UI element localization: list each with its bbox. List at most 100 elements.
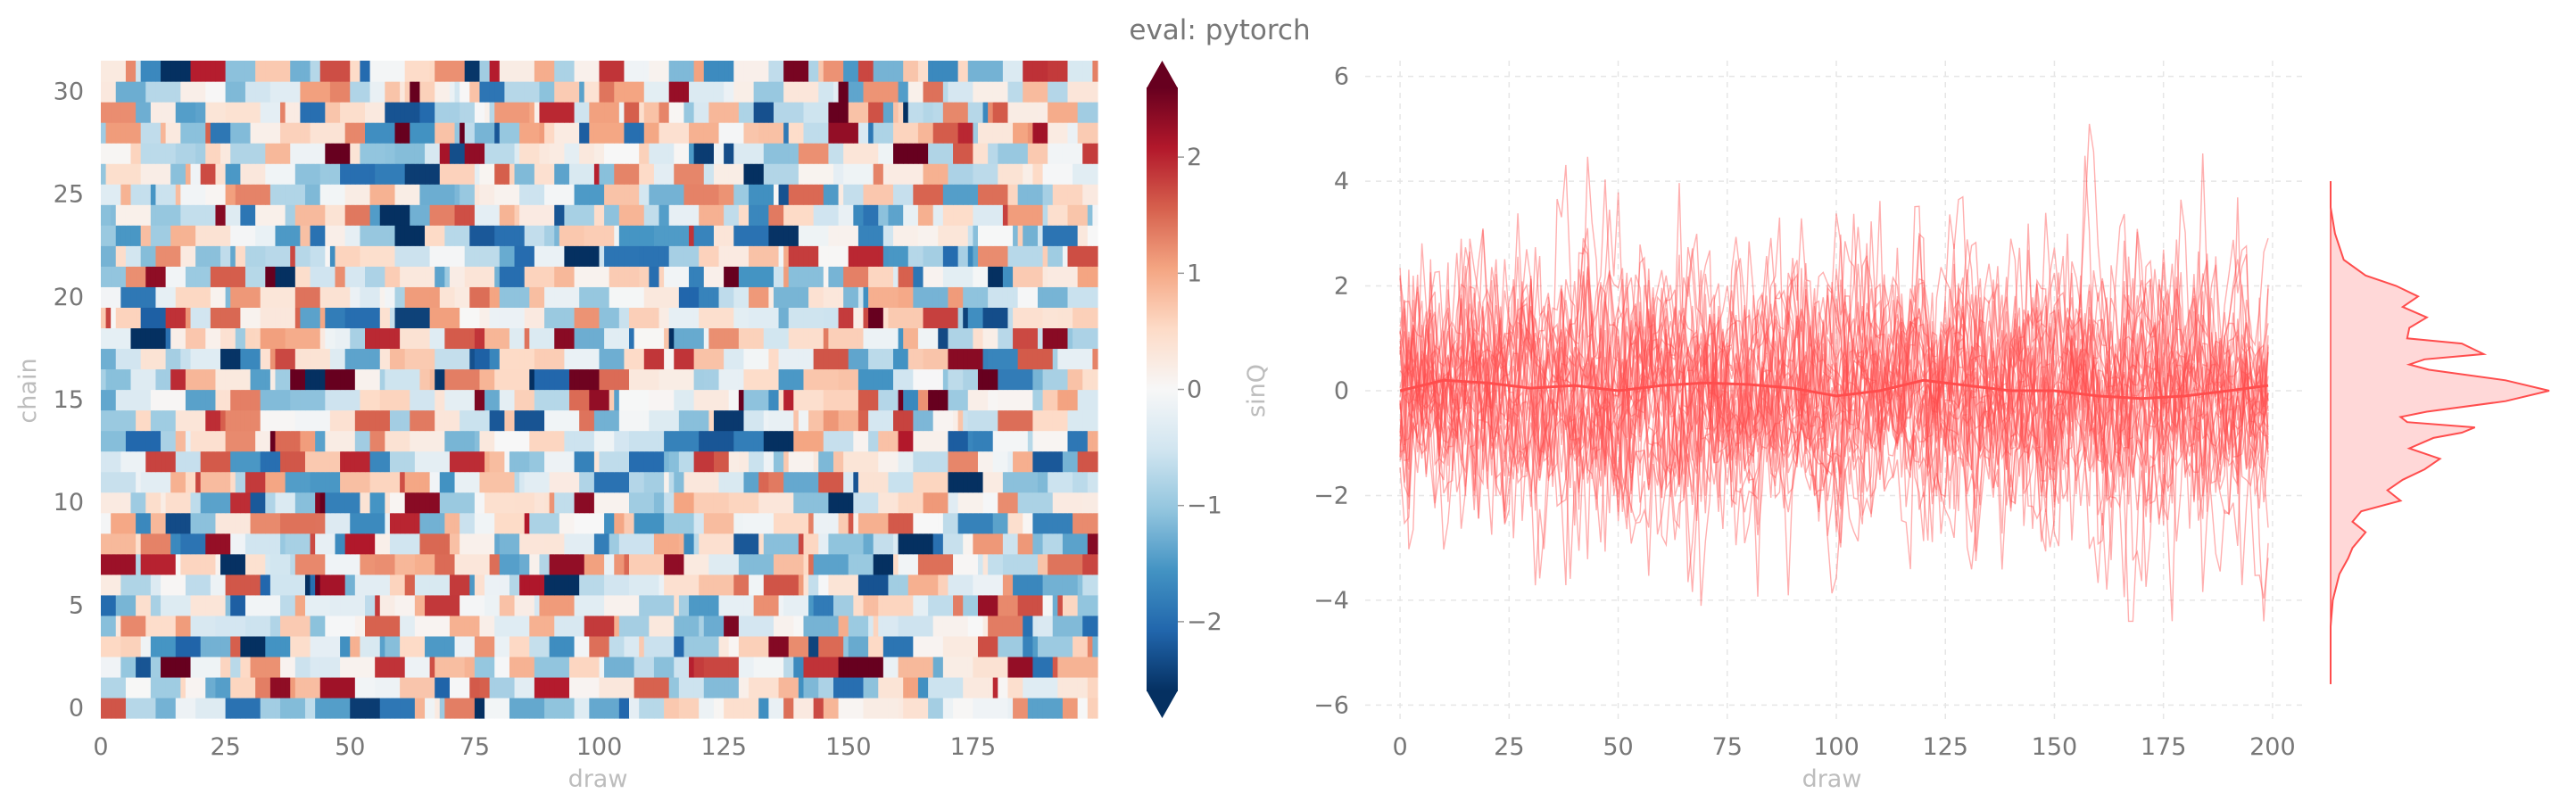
heatmap-cell xyxy=(220,492,227,514)
heatmap-cell xyxy=(200,225,206,246)
heatmap-cell xyxy=(429,594,435,616)
heatmap-cell xyxy=(120,204,127,226)
heatmap-cell xyxy=(992,286,998,308)
heatmap-cell xyxy=(973,512,979,534)
heatmap-cell xyxy=(111,450,117,473)
heatmap-cell xyxy=(967,471,973,493)
heatmap-cell xyxy=(643,471,650,493)
heatmap-cell xyxy=(294,225,301,246)
heatmap-cell xyxy=(140,327,146,350)
heatmap-cell xyxy=(210,676,217,698)
heatmap-cell xyxy=(161,450,167,473)
heatmap-cell xyxy=(329,635,336,657)
heatmap-cell xyxy=(653,245,660,267)
heatmap-cell xyxy=(963,266,969,287)
heatmap-cell xyxy=(624,266,630,287)
heatmap-cell xyxy=(758,389,765,411)
heatmap-cell xyxy=(838,245,844,267)
heatmap-cell xyxy=(544,492,551,514)
heatmap-cell xyxy=(419,266,426,287)
heatmap-cell xyxy=(823,533,830,555)
heatmap-cell xyxy=(878,450,884,473)
heatmap-cell xyxy=(733,553,740,575)
heatmap-cell xyxy=(843,450,849,473)
heatmap-cell xyxy=(903,245,909,267)
heatmap-cell xyxy=(873,574,879,596)
heatmap-cell xyxy=(180,286,186,308)
heatmap-cell xyxy=(1092,492,1098,514)
heatmap-cell xyxy=(360,430,366,452)
heatmap-cell xyxy=(618,409,625,432)
heatmap-cell xyxy=(614,225,620,246)
heatmap-cell xyxy=(469,553,476,575)
heatmap-cell xyxy=(454,348,460,370)
heatmap-cell xyxy=(215,676,221,698)
heatmap-cell xyxy=(967,286,973,308)
heatmap-cell xyxy=(325,553,331,575)
heatmap-cell xyxy=(668,697,675,719)
heatmap-cell xyxy=(643,512,650,534)
heatmap-cell xyxy=(195,512,202,534)
heatmap-cell xyxy=(350,368,356,391)
heatmap-cell xyxy=(335,450,341,473)
heatmap-cell xyxy=(559,594,565,616)
heatmap-cell xyxy=(564,492,570,514)
heatmap-cell xyxy=(335,574,341,596)
heatmap-cell xyxy=(728,450,734,473)
heatmap-cell xyxy=(564,594,570,616)
heatmap-cell xyxy=(350,327,356,350)
heatmap-cell xyxy=(469,389,476,411)
heatmap-cell xyxy=(708,676,715,698)
heatmap-cell xyxy=(977,615,984,637)
heatmap-cell xyxy=(554,450,560,473)
heatmap-cell xyxy=(1027,450,1033,473)
heatmap-cell xyxy=(255,574,261,596)
heatmap-cell xyxy=(280,409,286,432)
heatmap-cell xyxy=(369,430,376,452)
heatmap-cell xyxy=(988,266,994,287)
heatmap-cell xyxy=(823,450,830,473)
heatmap-cell xyxy=(375,512,381,534)
heatmap-cell xyxy=(1007,307,1014,329)
heatmap-cell xyxy=(444,697,451,719)
heatmap-cell xyxy=(724,471,730,493)
heatmap-cell xyxy=(649,266,655,287)
heatmap-cell xyxy=(604,389,610,411)
heatmap-cell xyxy=(907,635,914,657)
heatmap-cell xyxy=(250,204,256,226)
heatmap-cell xyxy=(225,225,231,246)
heatmap-cell xyxy=(230,512,236,534)
heatmap-cell xyxy=(857,553,865,575)
heatmap-cell xyxy=(674,635,680,657)
heatmap-cell xyxy=(464,574,470,596)
heatmap-cell xyxy=(335,430,341,452)
heatmap-cell xyxy=(942,656,949,678)
heatmap-cell xyxy=(534,204,541,226)
heatmap-cell xyxy=(285,409,291,432)
heatmap-cell xyxy=(963,553,969,575)
heatmap-cell xyxy=(1027,676,1033,698)
heatmap-cell xyxy=(843,266,849,287)
heatmap-cell xyxy=(703,512,709,534)
heatmap-cell xyxy=(629,635,635,657)
heatmap-cell xyxy=(1042,635,1048,657)
heatmap-cell xyxy=(708,697,715,719)
heatmap-cell xyxy=(344,368,351,391)
heatmap-cell xyxy=(584,635,590,657)
heatmap-cell xyxy=(230,656,236,678)
heatmap-cell xyxy=(778,204,784,226)
heatmap-cell xyxy=(938,327,944,350)
heatmap-cell xyxy=(335,409,341,432)
heatmap-cell xyxy=(205,348,211,370)
heatmap-cell xyxy=(1057,615,1064,637)
heatmap-cell xyxy=(464,307,470,329)
heatmap-cell xyxy=(165,533,171,555)
heatmap-cell xyxy=(379,635,385,657)
heatmap-cell xyxy=(643,307,650,329)
heatmap-cell xyxy=(479,574,485,596)
heatmap-cell xyxy=(1002,266,1009,287)
heatmap-cell xyxy=(335,656,341,678)
heatmap-cell xyxy=(534,348,541,370)
heatmap-cell xyxy=(718,430,725,452)
heatmap-cell xyxy=(763,307,769,329)
